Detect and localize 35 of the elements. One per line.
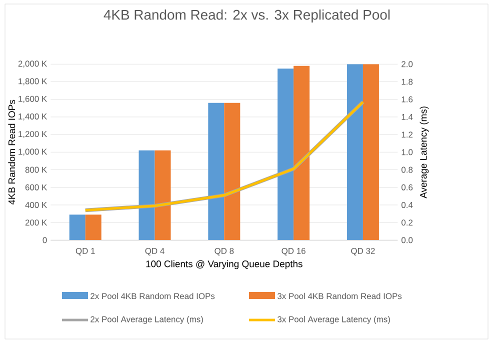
y2-tick-label: 0.0 — [402, 237, 413, 244]
y-tick-label: 0 — [42, 237, 47, 244]
y-tick-label: 600 K — [25, 184, 48, 190]
y-tick-label: 1,000 K — [18, 148, 48, 156]
legend-label: 2x Pool Average Latency (ms) — [90, 316, 203, 324]
y2-tick-label: 1.8 — [402, 78, 413, 85]
x-tick-label: QD 32 — [351, 248, 375, 256]
y-axis-title: 4KB Random Read IOPs — [8, 100, 16, 205]
x-tick-label: QD 16 — [282, 248, 306, 256]
y-tick-label: 1,800 K — [18, 78, 48, 86]
legend-label: 3x Pool Average Latency (ms) — [278, 316, 390, 324]
chart-title: 4KB Random Read: 2x vs. 3x Replicated Pool — [104, 9, 390, 22]
y2-tick-label: 1.6 — [402, 96, 413, 102]
y-tick-label: 1,600 K — [18, 96, 48, 103]
y2-tick-label: 1.2 — [402, 132, 413, 138]
y-tick-label: 400 K — [25, 202, 48, 208]
y2-tick-label: 2.0 — [402, 61, 413, 68]
x-tick-label: QD 4 — [145, 248, 164, 256]
y2-tick-label: 1.0 — [402, 149, 413, 156]
y2-tick-label: 0.2 — [402, 220, 413, 226]
y2-axis-title: Average Latency (ms) — [420, 106, 429, 198]
y-tick-label: 1,400 K — [18, 113, 48, 120]
y2-tick-label: 1.4 — [402, 114, 413, 120]
y-tick-label: 2,000 K — [18, 60, 48, 68]
x-tick-label: QD 1 — [76, 248, 95, 256]
legend-label: 3x Pool 4KB Random Read IOPs — [278, 292, 402, 300]
y2-tick-label: 0.8 — [402, 166, 413, 173]
legend-label: 2x Pool 4KB Random Read IOPs — [90, 292, 215, 300]
y2-tick-label: 0.6 — [402, 184, 413, 190]
x-tick-label: QD 8 — [214, 248, 234, 256]
x-axis-title: 100 Clients @ Varying Queue Depths — [146, 260, 302, 270]
y-tick-label: 200 K — [25, 220, 48, 226]
y-tick-label: 800 K — [25, 166, 48, 173]
y-tick-label: 1,200 K — [18, 131, 48, 138]
y2-tick-label: 0.4 — [402, 202, 413, 208]
